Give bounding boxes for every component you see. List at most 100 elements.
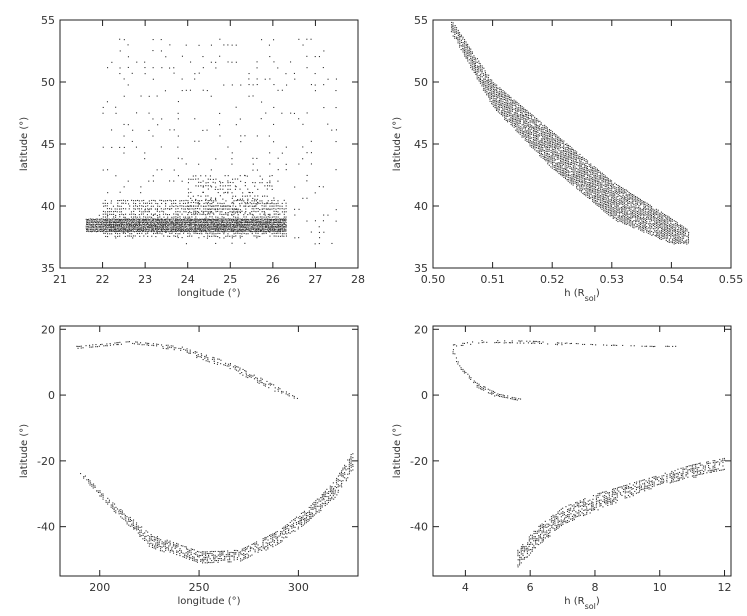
data-point xyxy=(511,103,513,105)
data-point xyxy=(158,227,160,229)
data-point xyxy=(239,199,241,201)
data-point xyxy=(555,152,557,154)
data-point xyxy=(231,213,233,215)
data-point xyxy=(235,225,237,227)
data-point xyxy=(491,81,493,83)
data-point xyxy=(167,225,169,227)
y-axis-title: latitude (°) xyxy=(19,117,30,171)
data-point xyxy=(98,220,100,222)
data-point xyxy=(310,152,312,154)
data-point xyxy=(212,205,214,207)
data-point xyxy=(190,197,192,199)
data-point xyxy=(611,187,613,189)
data-point xyxy=(489,86,491,88)
data-point xyxy=(154,208,156,210)
data-point xyxy=(229,211,231,213)
data-point xyxy=(281,202,283,204)
data-point xyxy=(147,232,149,234)
data-point xyxy=(529,130,531,132)
data-point xyxy=(190,61,192,63)
data-point xyxy=(588,185,590,187)
data-point xyxy=(238,227,240,229)
data-point xyxy=(662,223,664,225)
data-point xyxy=(233,208,235,210)
data-point xyxy=(589,187,591,189)
data-point xyxy=(215,227,217,229)
data-point xyxy=(657,224,659,226)
data-point xyxy=(643,202,645,204)
data-point xyxy=(555,166,557,168)
data-point xyxy=(534,120,536,122)
data-point xyxy=(492,96,494,98)
data-point xyxy=(282,229,284,231)
data-point xyxy=(542,136,544,138)
data-point xyxy=(632,201,634,203)
data-point xyxy=(681,239,683,241)
data-point xyxy=(574,155,576,157)
data-point xyxy=(619,187,621,189)
data-point xyxy=(623,208,625,210)
data-point xyxy=(102,216,104,218)
data-point xyxy=(484,90,486,92)
data-point xyxy=(603,203,605,205)
data-point xyxy=(663,237,665,239)
data-point xyxy=(322,186,324,188)
data-point xyxy=(273,229,275,231)
data-point xyxy=(591,173,593,175)
data-point xyxy=(668,225,670,227)
data-point xyxy=(604,191,606,193)
data-point xyxy=(623,199,625,201)
data-point xyxy=(604,190,606,192)
data-point xyxy=(306,180,308,182)
data-point xyxy=(665,222,667,224)
data-point xyxy=(125,225,127,227)
data-point xyxy=(500,92,502,94)
data-point xyxy=(676,233,678,235)
data-point xyxy=(135,223,137,225)
data-point xyxy=(121,227,123,229)
data-point xyxy=(508,106,510,108)
data-point xyxy=(248,225,250,227)
data-point xyxy=(611,189,613,191)
data-point xyxy=(335,107,337,109)
data-point xyxy=(633,220,635,222)
data-point xyxy=(177,235,179,237)
data-point xyxy=(596,204,598,206)
data-point xyxy=(614,182,616,184)
data-point xyxy=(604,198,606,200)
y-tick-label: 55 xyxy=(414,14,428,27)
data-point xyxy=(239,198,241,200)
data-point xyxy=(239,225,241,227)
data-point xyxy=(119,230,121,232)
data-point xyxy=(561,166,563,168)
data-point xyxy=(181,222,183,224)
data-point xyxy=(265,203,267,205)
data-point xyxy=(640,200,642,202)
data-point xyxy=(243,200,245,202)
data-point xyxy=(464,41,466,43)
data-point xyxy=(558,154,560,156)
data-point xyxy=(237,178,239,180)
data-point xyxy=(197,213,199,215)
data-point xyxy=(285,205,287,207)
data-point xyxy=(484,84,486,86)
data-point xyxy=(580,182,582,184)
data-point xyxy=(665,229,667,231)
data-point xyxy=(507,110,509,112)
data-point xyxy=(582,172,584,174)
data-point xyxy=(185,163,187,165)
data-point xyxy=(114,230,116,232)
data-point xyxy=(249,212,251,214)
data-point xyxy=(591,186,593,188)
data-point xyxy=(686,230,688,232)
data-point xyxy=(117,200,119,202)
data-point xyxy=(265,226,267,228)
data-point xyxy=(113,222,115,224)
data-point xyxy=(213,224,215,226)
data-point xyxy=(532,119,534,121)
data-point xyxy=(219,188,221,190)
data-point xyxy=(116,218,118,220)
data-point xyxy=(459,34,461,36)
data-point xyxy=(681,227,683,229)
data-point xyxy=(622,189,624,191)
